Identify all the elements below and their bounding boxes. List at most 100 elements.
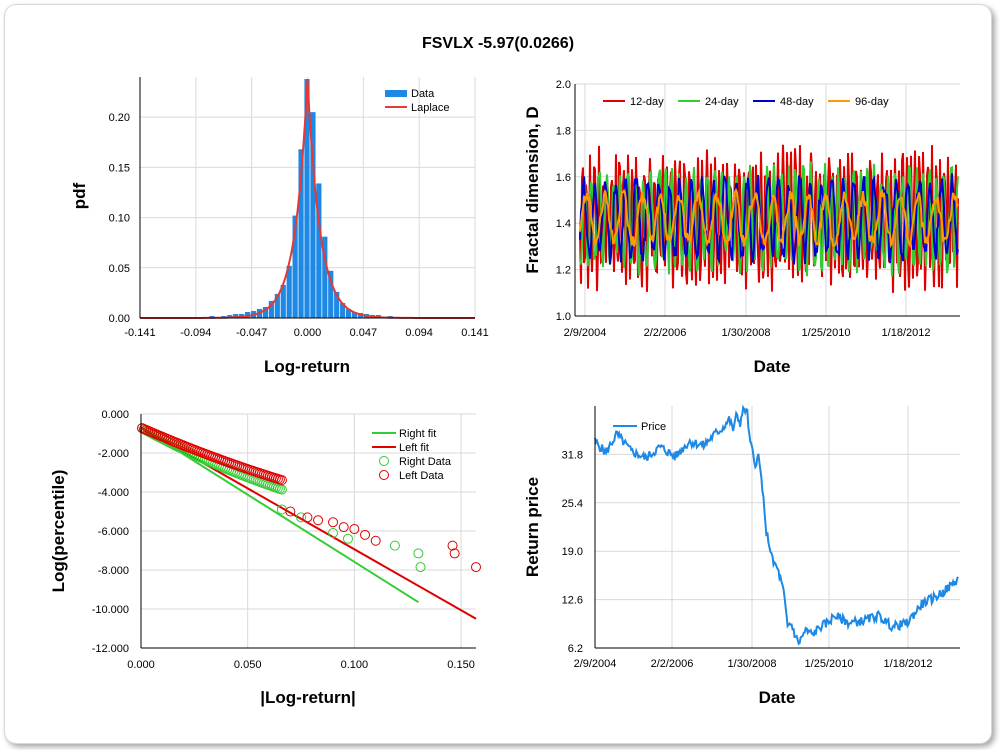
pdf-ytick-label: 0.10: [109, 213, 130, 225]
tail-ytick-label: -8.000: [98, 565, 129, 577]
price-ytick-label: 6.2: [568, 643, 583, 655]
fractal-ytick-label: 1.6: [556, 172, 571, 184]
tail-ytick-label: 0.000: [101, 409, 129, 421]
legend-swatch-left-data: [379, 470, 389, 480]
price-ytick-label: 31.8: [562, 449, 583, 461]
price-ylabel: Return price: [523, 477, 542, 577]
fractal-xtick-label: 1/25/2010: [802, 327, 851, 339]
left-data-point: [360, 529, 371, 540]
legend-label-laplace: Laplace: [411, 102, 450, 114]
legend-swatch-right-data: [379, 456, 389, 466]
pdf-bar: [340, 302, 346, 318]
legend-label-12-day: 12-day: [630, 96, 664, 108]
legend-label-data: Data: [411, 88, 435, 100]
price-legend: Price: [613, 421, 666, 433]
price-xlabel: Date: [759, 688, 796, 707]
fractal-ytick-label: 1.2: [556, 265, 571, 277]
pdf-xtick-label: -0.094: [180, 327, 211, 339]
fractal-xtick-label: 2/9/2004: [564, 327, 607, 339]
fractal-xtick-label: 1/30/2008: [722, 327, 771, 339]
tail-panel: 0.000 0.050 0.100 0.150 0.000 -2.000 -4.000 -6…: [49, 409, 481, 707]
tail-xtick-label: 0.100: [341, 659, 369, 671]
pdf-xtick-label: -0.047: [236, 327, 267, 339]
right-data-point: [415, 562, 426, 573]
tail-xtick-label: 0.000: [127, 659, 155, 671]
fractal-xtick-label: 2/2/2006: [644, 327, 687, 339]
pdf-xtick-label: 0.094: [405, 327, 433, 339]
fractal-xtick-label: 1/18/2012: [882, 327, 931, 339]
fractal-ylabel: Fractal dimension, D: [523, 106, 542, 273]
pdf-bar: [298, 149, 304, 318]
right-data-point: [328, 527, 339, 538]
left-data-point: [449, 548, 460, 559]
fractal-ytick-label: 1.8: [556, 125, 571, 137]
pdf-bars: [185, 79, 417, 318]
pdf-bar: [292, 215, 298, 318]
pdf-xlabel: Log-return: [264, 357, 350, 376]
fractal-line-96-day: [579, 187, 959, 249]
pdf-bar: [351, 311, 358, 318]
fractal-lines: [579, 144, 959, 293]
legend-label-price: Price: [641, 421, 666, 433]
tail-ytick-label: -2.000: [98, 448, 129, 460]
tail-ytick-label: -12.000: [92, 643, 129, 655]
pdf-bar: [262, 306, 269, 318]
fractal-panel: 2/9/2004 2/2/2006 1/30/2008 1/25/2010 1/18/2…: [523, 79, 960, 376]
legend-swatch-data: [385, 90, 407, 97]
fractal-ytick-label: 2.0: [556, 79, 571, 91]
price-xtick-label: 1/25/2010: [805, 658, 854, 670]
tail-legend: Right fit Left fit Right Data Left Data: [372, 428, 452, 482]
left-data-point: [338, 522, 349, 533]
pdf-ylabel: pdf: [70, 182, 89, 209]
pdf-bar: [227, 314, 233, 318]
pdf-bar: [233, 313, 239, 318]
legend-label-right-data: Right Data: [399, 456, 452, 468]
left-data-point: [370, 535, 381, 546]
right-data-point: [413, 548, 424, 559]
pdf-xtick-label: 0.047: [350, 327, 378, 339]
fractal-line-48-day: [579, 173, 959, 265]
fractal-legend: 12-day 24-day 48-day 96-day: [603, 96, 889, 108]
tail-marks: [137, 423, 481, 620]
pdf-panel: -0.141 -0.094 -0.047 0.000 0.047 0.094 0.141 0…: [70, 77, 489, 376]
legend-label-96-day: 96-day: [855, 96, 889, 108]
right-data-point: [296, 512, 307, 523]
pdf-bar: [304, 79, 310, 318]
pdf-xtick-label: 0.141: [461, 327, 489, 339]
price-line: [594, 404, 959, 646]
left-data-point: [302, 512, 313, 523]
pdf-xtick-label: -0.141: [124, 327, 155, 339]
pdf-ytick-label: 0.15: [109, 162, 130, 174]
price-xtick-label: 2/2/2006: [651, 658, 694, 670]
price-panel: 2/9/2004 2/2/2006 1/30/2008 1/25/2010 1/18/2…: [523, 404, 960, 707]
legend-label-24-day: 24-day: [705, 96, 739, 108]
legend-label-48-day: 48-day: [780, 96, 814, 108]
left-data-point: [285, 506, 296, 517]
price-ytick-label: 12.6: [562, 595, 583, 607]
pdf-bar: [245, 311, 251, 318]
pdf-bar: [280, 284, 286, 318]
pdf-legend: Data Laplace: [385, 88, 450, 114]
right-data-point: [389, 540, 400, 551]
tail-ytick-label: -6.000: [98, 526, 129, 538]
tail-ylabel: Log(percentile): [49, 470, 68, 593]
pdf-bar: [286, 265, 292, 318]
pdf-bar: [316, 183, 322, 318]
fractal-ytick-label: 1.0: [556, 311, 571, 323]
pdf-ytick-label: 0.00: [109, 313, 130, 325]
tail-ytick-label: -10.000: [92, 604, 129, 616]
tail-xtick-label: 0.050: [234, 659, 262, 671]
pdf-bar: [322, 236, 328, 318]
fractal-xlabel: Date: [754, 357, 791, 376]
legend-label-left-data: Left Data: [399, 470, 445, 482]
price-ytick-label: 25.4: [562, 498, 583, 510]
left-data-point: [313, 515, 324, 526]
tail-xtick-label: 0.150: [447, 659, 475, 671]
left-data-point: [471, 562, 481, 573]
left-data-point: [328, 517, 339, 528]
pdf-ytick-label: 0.05: [109, 263, 130, 275]
right-data-point: [276, 484, 287, 495]
legend-label-right-fit: Right fit: [399, 428, 436, 440]
left-data-point: [447, 540, 458, 551]
